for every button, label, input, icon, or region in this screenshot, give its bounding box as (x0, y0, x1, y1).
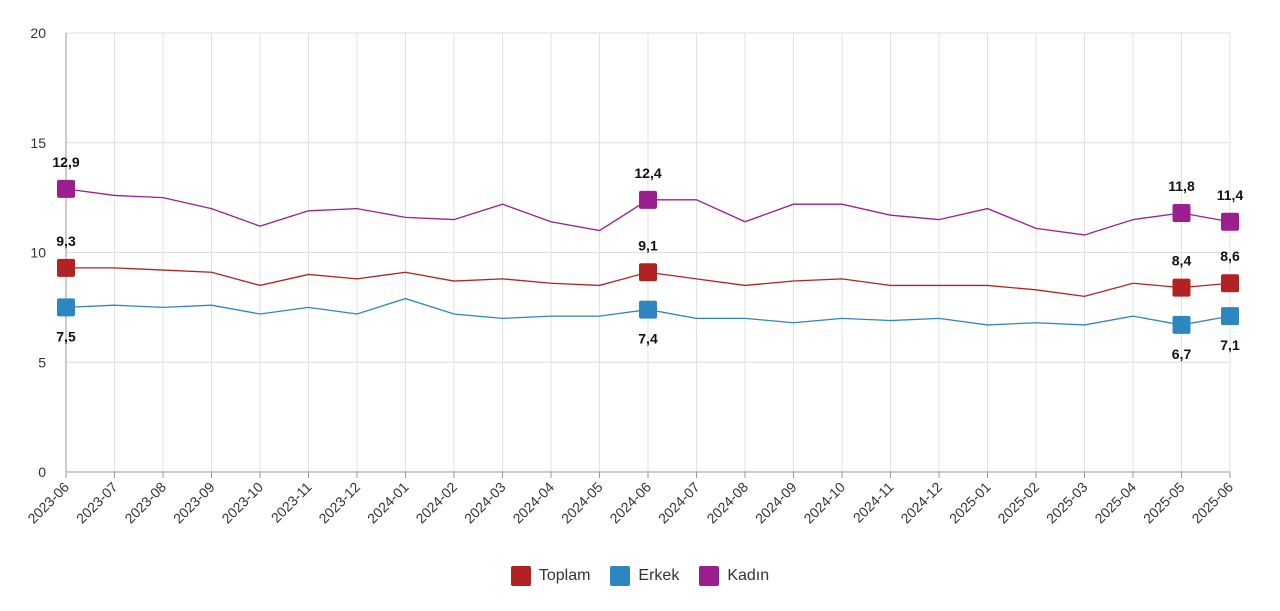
legend-swatch-erkek (610, 566, 631, 586)
x-tick-label: 2023-07 (73, 479, 121, 527)
data-label-kadin: 12,9 (52, 154, 79, 170)
data-point-erkek[interactable] (1221, 307, 1239, 326)
x-tick-label: 2024-09 (752, 479, 800, 527)
data-point-toplam[interactable] (1172, 278, 1191, 297)
y-tick-label: 10 (30, 245, 46, 261)
legend-item-kadin[interactable]: Kadın (699, 566, 769, 586)
legend-swatch-toplam (510, 566, 531, 586)
series-markers (57, 179, 1239, 334)
legend-swatch-kadin (699, 566, 720, 586)
data-label-toplam: 9,3 (56, 233, 76, 249)
data-label-erkek: 7,1 (1220, 337, 1240, 353)
x-tick-label: 2023-12 (315, 479, 363, 527)
x-tick-label: 2025-06 (1188, 479, 1236, 527)
data-point-toplam[interactable] (639, 263, 657, 282)
x-tick-label: 2023-10 (218, 479, 266, 527)
x-tick-label: 2025-02 (994, 479, 1042, 527)
x-tick-label: 2025-03 (1043, 479, 1091, 527)
legend: Toplam Erkek Kadın (0, 566, 1280, 586)
data-point-erkek[interactable] (1172, 315, 1191, 334)
x-tick-label: 2024-01 (364, 479, 412, 527)
data-labels: 9,3 9,1 8,4 8,6 7,5 7,4 6,7 7,1 12,9 12,4 11,8 11,4 (52, 154, 1243, 362)
x-tick-label: 2024-11 (850, 479, 897, 526)
x-tick-label: 2024-05 (558, 479, 606, 527)
x-tick-label: 2024-07 (655, 479, 703, 527)
x-tick-label: 2024-06 (606, 479, 654, 527)
data-label-toplam: 8,4 (1172, 253, 1192, 269)
data-label-kadin: 11,8 (1168, 178, 1195, 194)
legend-label-kadin: Kadın (727, 567, 770, 584)
x-tick-label: 2024-03 (461, 479, 509, 527)
legend-item-toplam[interactable]: Toplam (510, 566, 591, 586)
x-tick-label: 2024-12 (897, 479, 945, 527)
x-tick-label: 2025-04 (1091, 479, 1139, 527)
x-tick-label: 2024-08 (703, 479, 751, 527)
x-tick-label: 2023-11 (268, 479, 315, 526)
data-point-kadin[interactable] (57, 179, 75, 198)
data-label-erkek: 7,4 (638, 331, 658, 347)
x-tick-label: 2024-10 (800, 479, 848, 527)
data-point-toplam[interactable] (1221, 274, 1239, 293)
legend-item-erkek[interactable]: Erkek (610, 566, 679, 586)
data-point-erkek[interactable] (57, 298, 75, 317)
data-label-toplam: 8,6 (1220, 248, 1240, 264)
x-tick-label: 2024-04 (509, 479, 557, 527)
x-tick-label: 2025-01 (946, 479, 994, 527)
data-point-kadin[interactable] (639, 190, 657, 209)
data-point-toplam[interactable] (57, 258, 75, 277)
data-label-erkek: 6,7 (1172, 346, 1192, 362)
x-tick-label: 2023-06 (24, 479, 72, 527)
x-tick-label: 2023-09 (170, 479, 218, 527)
data-point-erkek[interactable] (639, 300, 657, 319)
legend-label-erkek: Erkek (638, 567, 680, 584)
data-label-toplam: 9,1 (638, 237, 658, 253)
y-tick-label: 5 (38, 354, 46, 370)
x-tick-label: 2024-02 (412, 479, 460, 527)
data-label-kadin: 11,4 (1217, 187, 1244, 203)
data-point-kadin[interactable] (1221, 212, 1239, 231)
x-tick-label: 2025-05 (1140, 479, 1188, 527)
y-tick-label: 15 (30, 135, 46, 151)
y-tick-label: 0 (38, 464, 46, 480)
x-tick-label: 2023-08 (121, 479, 169, 527)
y-tick-label: 20 (30, 25, 46, 41)
data-label-erkek: 7,5 (56, 328, 76, 344)
legend-label-toplam: Toplam (538, 567, 591, 584)
data-point-kadin[interactable] (1172, 203, 1191, 222)
data-label-kadin: 12,4 (634, 165, 661, 181)
